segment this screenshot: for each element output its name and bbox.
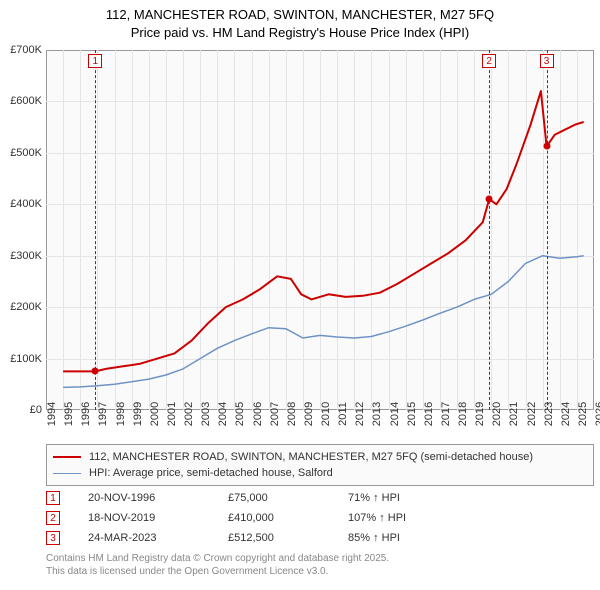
y-tick-label: £100K — [0, 353, 42, 365]
y-tick-label: £0 — [0, 404, 42, 416]
y-tick-label: £200K — [0, 301, 42, 313]
legend: 112, MANCHESTER ROAD, SWINTON, MANCHESTE… — [46, 444, 594, 486]
x-tick-label: 1995 — [63, 402, 75, 426]
x-tick-label: 2005 — [234, 402, 246, 426]
x-tick-label: 2022 — [526, 402, 538, 426]
x-tick-label: 2018 — [457, 402, 469, 426]
sale-marker-box: 3 — [540, 54, 554, 68]
x-tick-label: 2015 — [406, 402, 418, 426]
x-tick-label: 1994 — [46, 402, 58, 426]
x-tick-label: 2024 — [560, 402, 572, 426]
x-tick-label: 2026 — [594, 402, 600, 426]
x-tick-label: 2010 — [320, 402, 332, 426]
sales-row-date: 24-MAR-2023 — [88, 532, 228, 544]
y-tick-label: £600K — [0, 95, 42, 107]
sale-dash-line — [489, 50, 490, 410]
x-tick-label: 2020 — [491, 402, 503, 426]
title-line-1: 112, MANCHESTER ROAD, SWINTON, MANCHESTE… — [0, 6, 600, 24]
legend-row-price-paid: 112, MANCHESTER ROAD, SWINTON, MANCHESTE… — [53, 449, 587, 465]
x-tick-label: 2025 — [577, 402, 589, 426]
attribution: Contains HM Land Registry data © Crown c… — [46, 552, 389, 578]
legend-label-price-paid: 112, MANCHESTER ROAD, SWINTON, MANCHESTE… — [89, 451, 533, 463]
x-tick-label: 2021 — [508, 402, 520, 426]
x-tick-label: 2003 — [200, 402, 212, 426]
series-line-hpi — [63, 256, 584, 388]
sales-table: 1 20-NOV-1996£75,00071% ↑ HPI 2 18-NOV-2019… — [46, 488, 468, 548]
chart-area: 123 £0£100K£200K£300K£400K£500K£600K£700… — [46, 50, 594, 410]
sales-row-hpi: 107% ↑ HPI — [348, 512, 468, 524]
sales-row-index-box: 2 — [46, 511, 60, 525]
y-tick-label: £500K — [0, 147, 42, 159]
sales-row-date: 18-NOV-2019 — [88, 512, 228, 524]
sale-dash-line — [547, 50, 548, 410]
sales-row-hpi: 85% ↑ HPI — [348, 532, 468, 544]
x-tick-label: 2002 — [183, 402, 195, 426]
sales-row-index-box: 1 — [46, 491, 60, 505]
x-tick-label: 2008 — [286, 402, 298, 426]
x-tick-label: 2001 — [166, 402, 178, 426]
x-tick-label: 2017 — [440, 402, 452, 426]
sale-marker-box: 1 — [88, 54, 102, 68]
x-tick-label: 1999 — [132, 402, 144, 426]
y-tick-label: £700K — [0, 44, 42, 56]
x-tick-label: 2023 — [543, 402, 555, 426]
sales-row-price: £75,000 — [228, 492, 348, 504]
x-tick-label: 2019 — [474, 402, 486, 426]
x-tick-label: 2000 — [149, 402, 161, 426]
x-tick-label: 2012 — [354, 402, 366, 426]
sales-row-index-box: 3 — [46, 531, 60, 545]
sales-row: 1 20-NOV-1996£75,00071% ↑ HPI — [46, 488, 468, 508]
chart-title: 112, MANCHESTER ROAD, SWINTON, MANCHESTE… — [0, 0, 600, 41]
x-tick-label: 2013 — [371, 402, 383, 426]
sale-dot — [543, 143, 550, 150]
x-tick-label: 1996 — [80, 402, 92, 426]
sale-dot — [92, 368, 99, 375]
x-tick-label: 2004 — [217, 402, 229, 426]
legend-label-hpi: HPI: Average price, semi-detached house,… — [89, 467, 333, 479]
sales-row-price: £512,500 — [228, 532, 348, 544]
sale-marker-box: 2 — [482, 54, 496, 68]
x-tick-label: 1997 — [97, 402, 109, 426]
y-tick-label: £400K — [0, 198, 42, 210]
sale-dash-line — [95, 50, 96, 410]
x-tick-label: 2016 — [423, 402, 435, 426]
series-svg — [46, 50, 594, 410]
title-line-2: Price paid vs. HM Land Registry's House … — [0, 24, 600, 42]
sale-dot — [486, 196, 493, 203]
attribution-line-2: This data is licensed under the Open Gov… — [46, 565, 389, 578]
y-tick-label: £300K — [0, 250, 42, 262]
sales-row-hpi: 71% ↑ HPI — [348, 492, 468, 504]
sales-row: 3 24-MAR-2023£512,50085% ↑ HPI — [46, 528, 468, 548]
attribution-line-1: Contains HM Land Registry data © Crown c… — [46, 552, 389, 565]
legend-swatch-price-paid — [53, 456, 81, 458]
x-tick-label: 2011 — [337, 402, 349, 426]
sales-row-price: £410,000 — [228, 512, 348, 524]
series-line-price_paid — [63, 91, 584, 371]
legend-swatch-hpi — [53, 473, 81, 474]
sales-row-date: 20-NOV-1996 — [88, 492, 228, 504]
x-tick-label: 2007 — [269, 402, 281, 426]
legend-row-hpi: HPI: Average price, semi-detached house,… — [53, 465, 587, 481]
x-tick-label: 2006 — [252, 402, 264, 426]
x-tick-label: 2014 — [389, 402, 401, 426]
sales-row: 2 18-NOV-2019£410,000107% ↑ HPI — [46, 508, 468, 528]
x-tick-label: 1998 — [115, 402, 127, 426]
x-tick-label: 2009 — [303, 402, 315, 426]
